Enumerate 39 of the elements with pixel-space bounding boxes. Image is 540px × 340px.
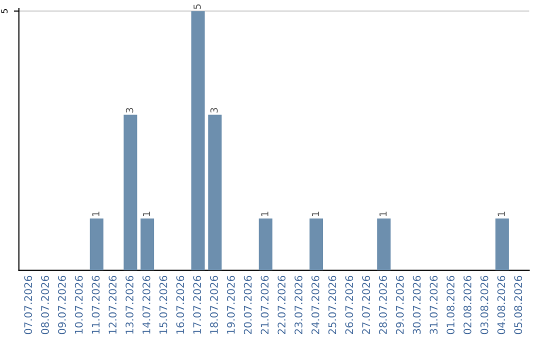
x-tick-label: 16.07.2026: [176, 276, 184, 334]
x-tick-label: 17.07.2026: [193, 276, 202, 334]
x-tick-label: 20.07.2026: [244, 276, 252, 334]
x-tick-label: 18.07.2026: [210, 276, 218, 334]
data-label: 3: [210, 108, 218, 113]
x-tick-label: 09.07.2026: [58, 276, 66, 334]
x-tick-label: 01.08.2026: [446, 276, 454, 334]
x-tick-label: 22.07.2026: [278, 276, 286, 334]
x-tick-label: 08.07.2026: [41, 276, 49, 334]
x-tick-label: 27.07.2026: [362, 276, 370, 334]
data-label: 1: [498, 212, 505, 216]
x-tick-label: 04.08.2026: [497, 276, 506, 334]
x-tick-label: 07.07.2026: [24, 276, 32, 334]
x-tick-label: 19.07.2026: [226, 276, 235, 334]
x-tick-label: 03.08.2026: [480, 276, 488, 334]
x-tick-label: 30.07.2026: [412, 276, 421, 334]
x-tick-label: 15.07.2026: [159, 276, 168, 334]
x-tick-label: 28.07.2026: [379, 276, 387, 334]
x-tick-label: 25.07.2026: [328, 276, 336, 334]
data-label: 3: [126, 108, 134, 113]
x-tick-label: 26.07.2026: [345, 276, 354, 334]
data-label: 5: [194, 4, 201, 9]
data-label: 1: [379, 212, 387, 216]
x-tick-label: 23.07.2026: [294, 276, 302, 334]
x-tick-label: 21.07.2026: [260, 276, 269, 334]
data-label: 1: [312, 212, 319, 216]
x-tick-label: 05.08.2026: [514, 276, 522, 334]
x-tick-label: 10.07.2026: [74, 276, 83, 334]
data-label: 1: [261, 212, 268, 216]
x-tick-label: 29.07.2026: [396, 276, 404, 334]
x-tick-label: 31.07.2026: [430, 276, 438, 334]
x-tick-label: 02.08.2026: [464, 276, 472, 334]
x-tick-label: 14.07.2026: [142, 276, 150, 334]
x-tick-label: 11.07.2026: [92, 276, 100, 334]
x-tick-label: 13.07.2026: [126, 276, 134, 334]
data-label: 1: [142, 212, 150, 216]
x-tick-label: 24.07.2026: [311, 276, 320, 334]
data-label: 1: [92, 212, 100, 216]
x-tick-label: 12.07.2026: [108, 276, 117, 334]
